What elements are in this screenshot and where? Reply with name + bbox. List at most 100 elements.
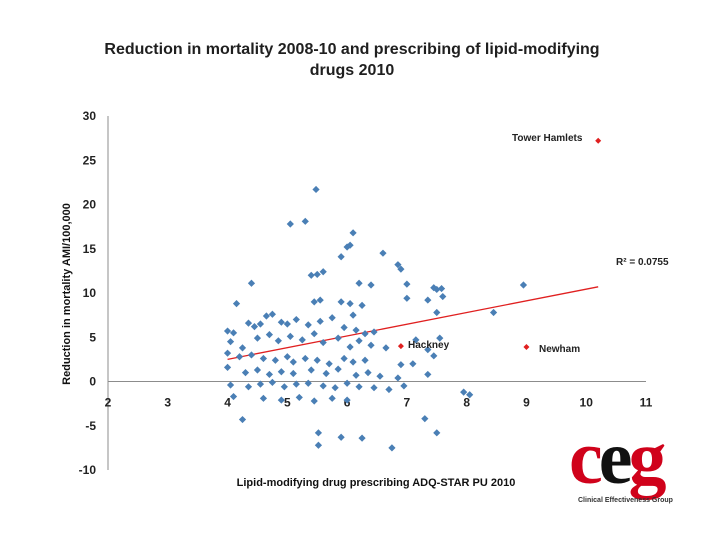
- data-point: [349, 358, 357, 366]
- data-point: [277, 318, 285, 326]
- data-point: [355, 383, 363, 391]
- data-point: [355, 279, 363, 287]
- data-point: [277, 368, 285, 376]
- data-point: [343, 243, 351, 251]
- data-point: [385, 385, 393, 394]
- data-point: [355, 337, 363, 345]
- data-point: [226, 338, 235, 346]
- data-point: [519, 281, 528, 289]
- data-point: [229, 329, 238, 337]
- data-point: [295, 393, 303, 402]
- data-point: [370, 384, 378, 392]
- axes: [107, 116, 646, 470]
- x-tick-label: 9: [523, 396, 530, 410]
- data-point: [307, 271, 315, 279]
- data-point: [358, 301, 366, 309]
- series-other-pcts: [223, 185, 528, 452]
- data-point: [439, 292, 447, 301]
- data-point: [361, 356, 369, 364]
- data-point: [352, 326, 360, 334]
- y-tick-label: 0: [89, 375, 96, 389]
- data-point: [250, 323, 259, 331]
- highlighted-data-point: [397, 343, 404, 350]
- data-point: [223, 363, 232, 371]
- data-point: [301, 217, 309, 225]
- y-tick-label: 20: [83, 198, 97, 212]
- data-point: [346, 343, 354, 351]
- data-point: [316, 317, 324, 325]
- data-point: [382, 344, 390, 352]
- y-tick-label: 5: [89, 330, 96, 344]
- data-point: [412, 336, 420, 344]
- highlighted-data-point: [523, 343, 530, 350]
- data-point: [343, 396, 351, 404]
- data-point: [334, 334, 342, 342]
- data-point: [397, 361, 405, 369]
- data-point: [283, 320, 291, 328]
- data-point: [223, 327, 232, 335]
- x-tick-label: 11: [640, 396, 653, 410]
- data-point: [256, 320, 265, 328]
- data-point: [437, 284, 446, 293]
- data-point: [286, 220, 294, 228]
- data-point: [292, 380, 300, 388]
- data-point: [379, 249, 387, 257]
- data-point: [403, 280, 411, 288]
- data-point: [367, 281, 375, 289]
- data-point: [253, 366, 262, 374]
- data-point: [361, 330, 369, 338]
- data-point: [277, 396, 285, 404]
- data-point: [466, 391, 474, 399]
- data-point: [340, 323, 348, 332]
- data-point: [319, 338, 327, 347]
- data-point: [304, 379, 312, 387]
- chart-title-line-1: Reduction in mortality 2008-10 and presc…: [104, 41, 599, 58]
- x-tick-label: 7: [404, 396, 411, 410]
- data-point: [312, 185, 320, 194]
- data-point: [265, 370, 273, 379]
- data-point: [238, 415, 247, 424]
- data-point: [349, 311, 357, 319]
- data-point: [367, 341, 375, 349]
- data-point: [349, 229, 357, 237]
- data-point: [314, 429, 323, 437]
- data-point: [235, 353, 244, 361]
- data-point: [370, 328, 378, 336]
- data-point: [328, 314, 336, 322]
- ceg-logo: ceg Clinical Effectiveness Group: [569, 416, 673, 504]
- data-point: [256, 380, 265, 388]
- data-point: [301, 354, 309, 363]
- data-point: [352, 371, 360, 379]
- data-point: [409, 360, 417, 368]
- data-point: [424, 296, 432, 304]
- data-point: [247, 351, 256, 359]
- data-point: [424, 370, 432, 379]
- data-point: [334, 365, 342, 373]
- data-point: [298, 336, 306, 344]
- data-point: [259, 354, 268, 363]
- data-point: [376, 372, 384, 380]
- data-point: [340, 354, 348, 363]
- highlighted-data-point: [595, 137, 602, 144]
- data-point: [268, 310, 276, 318]
- data-point: [241, 369, 250, 377]
- y-axis-label: Reduction in mortality AMI/100,000: [61, 203, 73, 385]
- y-tick-label: 30: [83, 109, 97, 123]
- data-point: [289, 358, 297, 366]
- data-point: [337, 433, 345, 441]
- data-point: [388, 444, 396, 452]
- data-point: [310, 298, 318, 306]
- x-tick-label: 10: [580, 396, 594, 410]
- annotation-hackney: Hackney: [408, 340, 450, 351]
- data-point: [274, 337, 282, 345]
- data-point: [232, 300, 241, 308]
- data-point: [325, 360, 333, 368]
- data-point: [397, 265, 405, 273]
- y-tick-label: 15: [83, 242, 97, 256]
- data-point: [307, 366, 315, 374]
- data-point: [283, 353, 291, 361]
- x-tick-label: 3: [164, 396, 171, 410]
- data-point: [337, 298, 345, 306]
- data-point: [421, 415, 429, 423]
